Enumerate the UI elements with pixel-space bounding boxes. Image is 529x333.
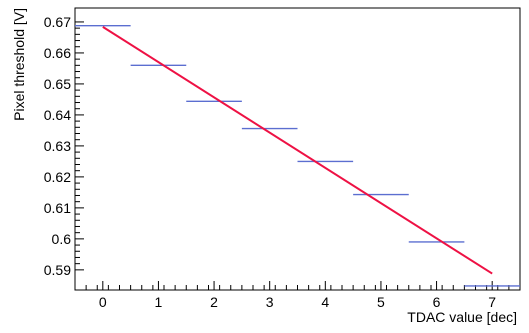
y-tick-label: 0.6 — [52, 231, 72, 247]
x-tick-label: 3 — [266, 294, 274, 310]
y-tick-label: 0.61 — [44, 200, 71, 216]
fit-line — [102, 26, 493, 275]
plot-frame — [74, 7, 521, 291]
y-tick-label: 0.67 — [44, 14, 71, 30]
data-markers — [75, 24, 520, 287]
y-axis-ticks: 0.59 0.6 0.61 0.62 0.63 0.64 0.65 0.66 0.67 — [44, 14, 84, 278]
x-tick-label: 1 — [155, 294, 163, 310]
x-tick-label: 7 — [488, 294, 496, 310]
x-tick-label: 5 — [377, 294, 385, 310]
y-tick-label: 0.65 — [44, 76, 71, 92]
y-tick-label: 0.64 — [44, 107, 71, 123]
x-tick-label: 0 — [99, 294, 107, 310]
x-tick-label: 2 — [210, 294, 218, 310]
x-tick-label: 4 — [321, 294, 329, 310]
x-tick-label: 6 — [433, 294, 441, 310]
x-axis-ticks: 0 1 2 3 4 5 6 7 — [85, 281, 510, 310]
y-tick-label: 0.62 — [44, 169, 71, 185]
y-tick-label: 0.66 — [44, 45, 71, 61]
y-tick-label: 0.63 — [44, 138, 71, 154]
fit-line-group — [102, 26, 493, 275]
y-axis-label: Pixel threshold [V] — [11, 8, 27, 121]
y-tick-label: 0.59 — [44, 262, 71, 278]
x-axis-label: TDAC value [dec] — [407, 309, 517, 325]
